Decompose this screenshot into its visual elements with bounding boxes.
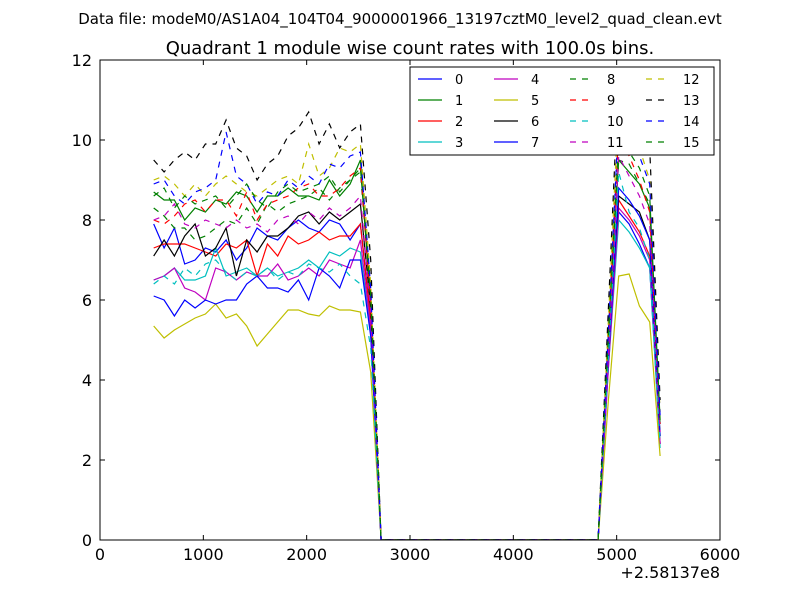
series-line-1 [153, 158, 661, 540]
x-tick-label: 5000 [596, 545, 637, 564]
x-tick-label: 2000 [286, 545, 327, 564]
series-line-14 [153, 113, 661, 540]
legend-box [409, 66, 715, 156]
x-offset-label: +2.58137e8 [620, 563, 720, 582]
series-line-7 [153, 186, 661, 540]
suptitle: Data file: modeM0/AS1A04_104T04_90000019… [78, 10, 722, 29]
x-tick-label: 1000 [183, 545, 224, 564]
plot-series [153, 71, 661, 540]
series-line-8 [153, 159, 661, 540]
legend-label: 7 [531, 136, 539, 151]
y-tick-label: 4 [82, 371, 92, 390]
series-line-0 [153, 210, 661, 540]
legend-label: 0 [455, 73, 463, 88]
series-line-10 [153, 171, 661, 540]
y-tick-label: 8 [82, 211, 92, 230]
series-line-11 [153, 153, 661, 540]
y-tick-label: 0 [82, 531, 92, 550]
legend-label: 4 [531, 73, 539, 88]
series-line-5 [153, 273, 661, 540]
legend-label: 11 [607, 136, 624, 151]
series-line-4 [153, 206, 661, 540]
x-tick-label: 3000 [390, 545, 431, 564]
series-line-15 [153, 138, 661, 540]
series-line-12 [153, 97, 661, 540]
legend-label: 13 [683, 94, 700, 109]
series-line-13 [153, 71, 661, 540]
legend-label: 2 [455, 115, 463, 130]
chart-title: Quadrant 1 module wise count rates with … [166, 38, 655, 59]
legend-label: 10 [607, 115, 624, 130]
legend-label: 14 [683, 115, 700, 130]
legend-label: 15 [683, 136, 700, 151]
legend-label: 12 [683, 73, 700, 88]
legend-label: 5 [531, 94, 539, 109]
y-tick-label: 2 [82, 451, 92, 470]
y-tick-label: 6 [82, 291, 92, 310]
legend-label: 1 [455, 94, 463, 109]
legend-label: 8 [607, 73, 615, 88]
series-line-2 [153, 198, 661, 540]
y-tick-label: 12 [72, 51, 92, 70]
series-line-9 [153, 131, 661, 540]
x-tick-label: 0 [95, 545, 105, 564]
legend-label: 3 [455, 136, 463, 151]
legend-label: 9 [607, 94, 615, 109]
y-tick-label: 10 [72, 131, 92, 150]
legend-label: 6 [531, 115, 539, 130]
series-line-3 [153, 218, 661, 540]
x-tick-label: 6000 [700, 545, 741, 564]
x-tick-label: 4000 [493, 545, 534, 564]
